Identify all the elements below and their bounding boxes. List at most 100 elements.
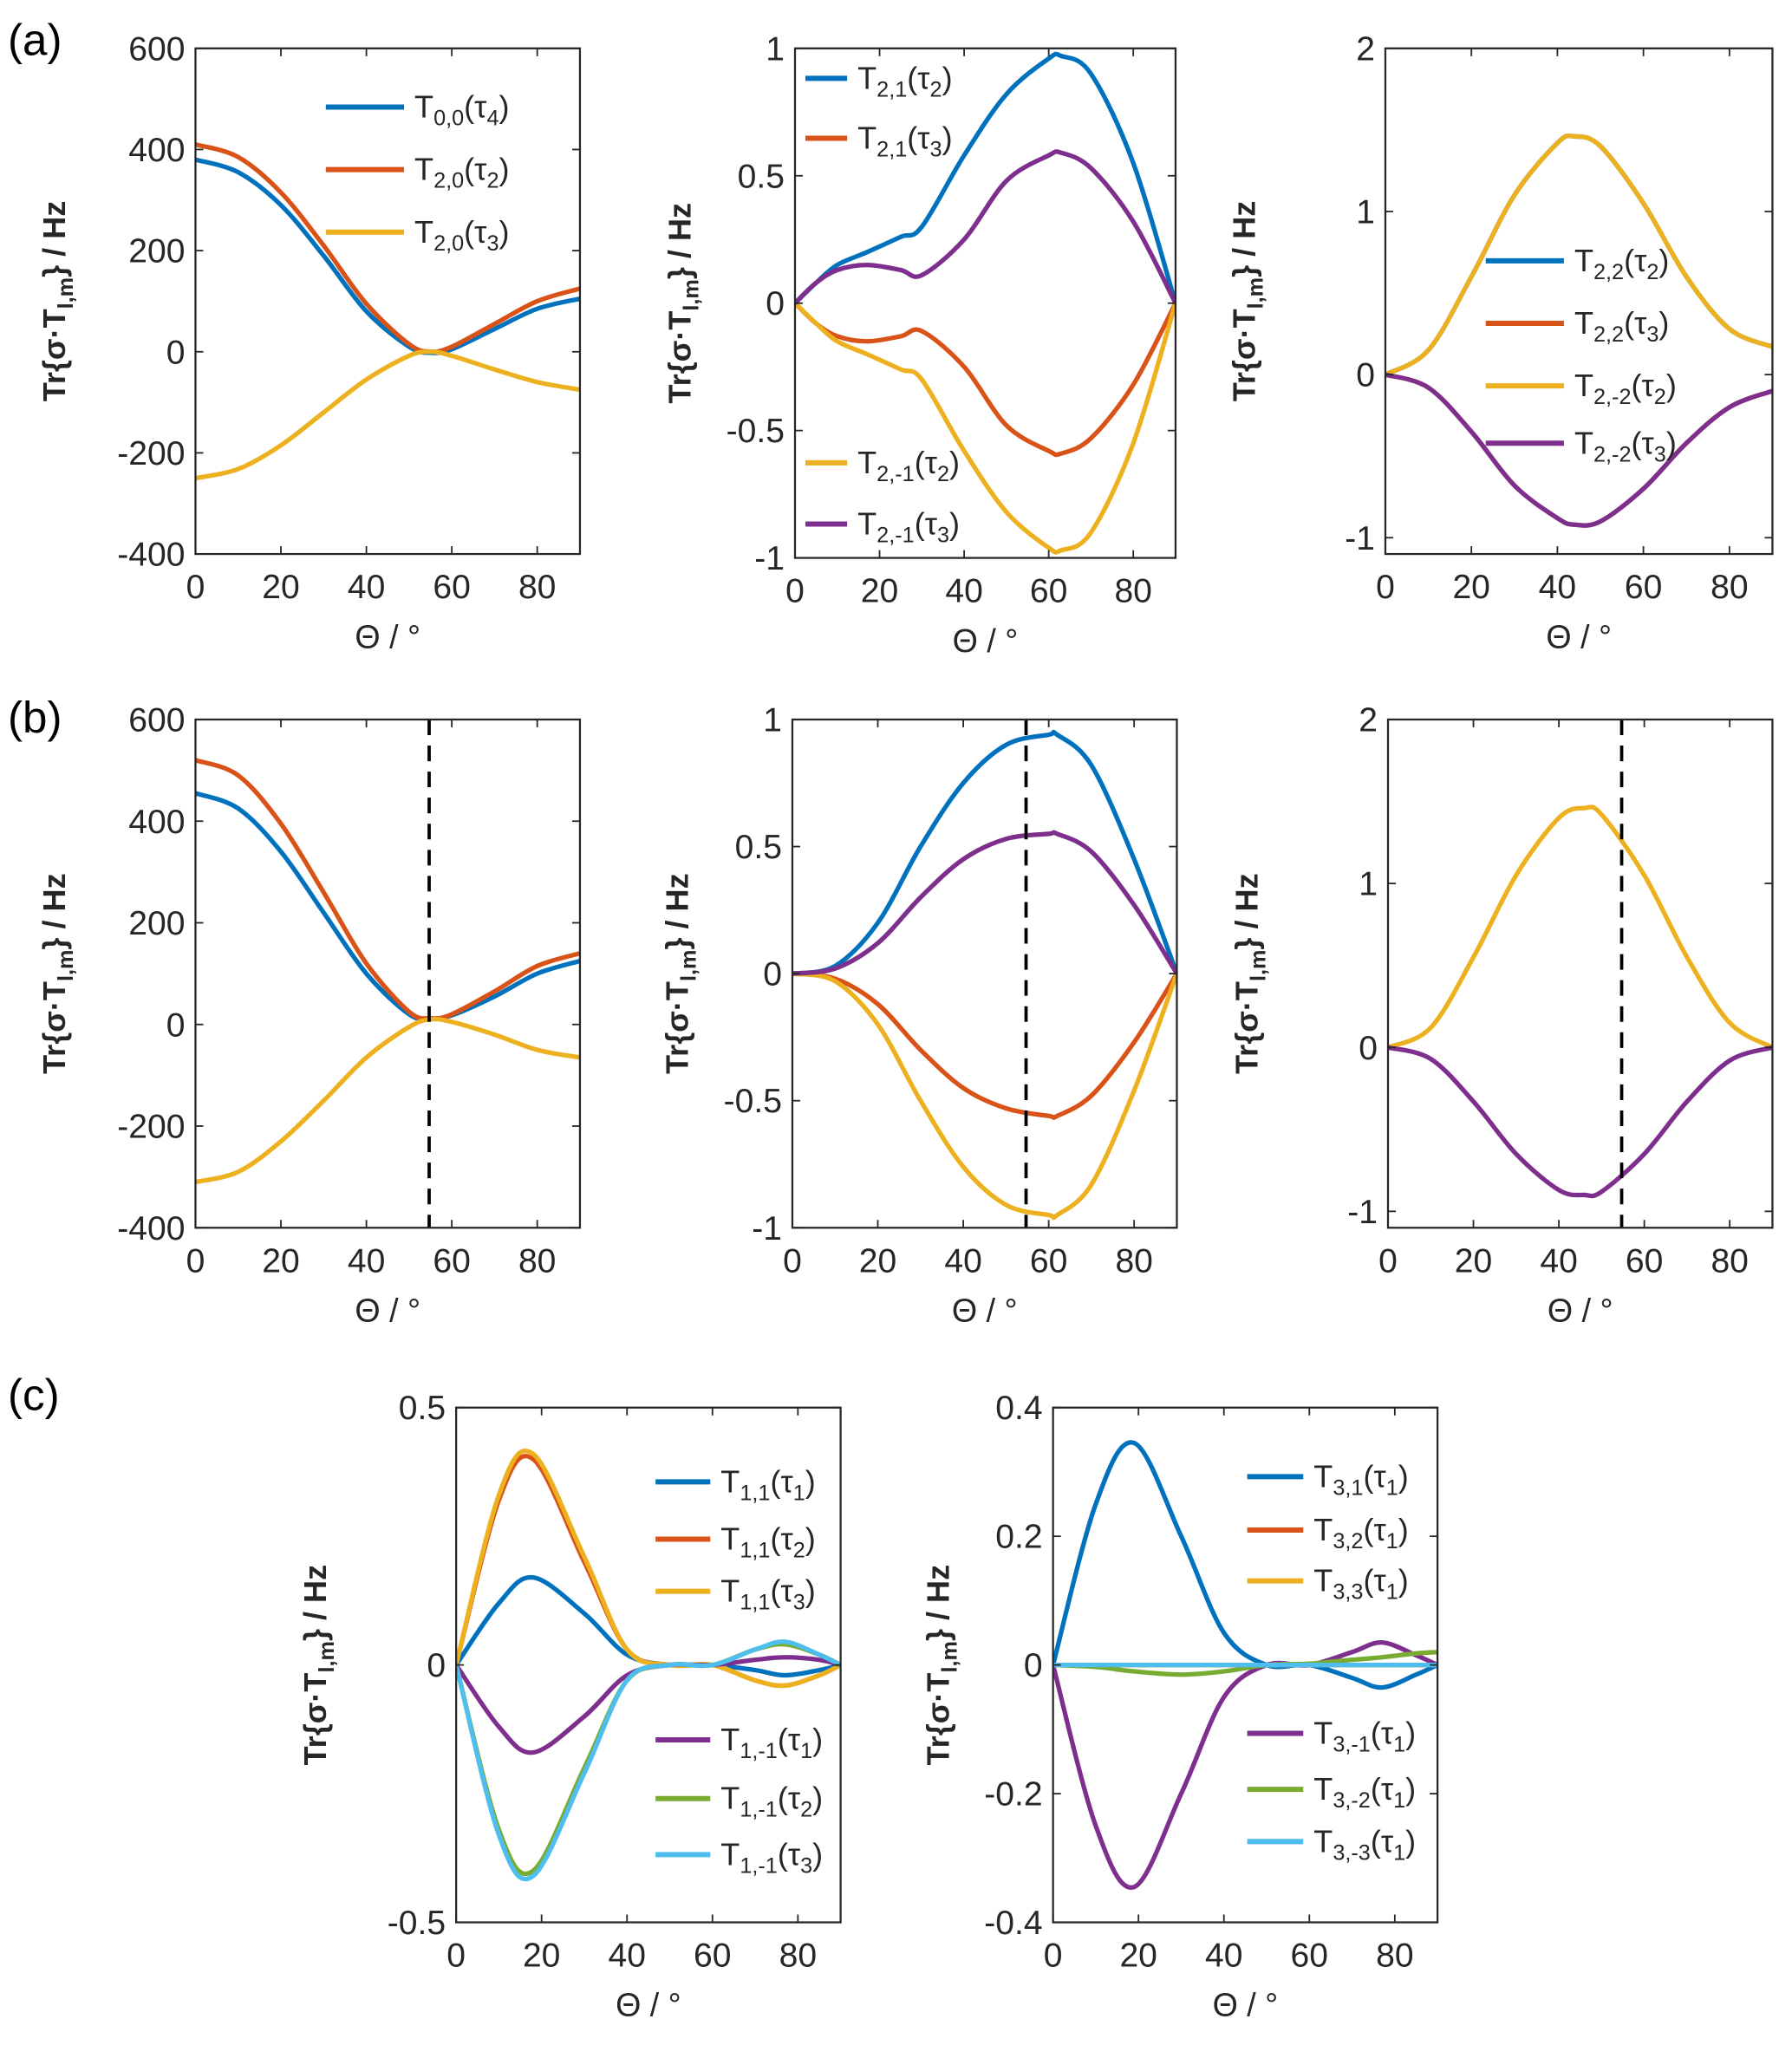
y-tick-label: -0.5 bbox=[724, 1083, 782, 1120]
text-part: (τ bbox=[778, 1836, 800, 1872]
x-tick-label: 40 bbox=[609, 1938, 646, 1975]
axes-box bbox=[1384, 47, 1774, 556]
y-tick-label: 0 bbox=[763, 956, 782, 993]
text-part: (τ bbox=[907, 120, 929, 156]
x-tick-label: 80 bbox=[1711, 569, 1748, 606]
legend-label: T2,-1(τ2) bbox=[857, 445, 960, 486]
series-line-2 bbox=[794, 301, 1176, 555]
text-part: ) bbox=[499, 214, 509, 250]
legend-label: T1,-1(τ3) bbox=[720, 1836, 823, 1878]
x-tick-label: 0 bbox=[785, 573, 805, 610]
text-part: (τ bbox=[1371, 1716, 1393, 1751]
y-tick-label: -200 bbox=[117, 435, 185, 472]
text-part: T bbox=[414, 214, 433, 250]
text-part: Tr{σ·T bbox=[297, 1673, 333, 1766]
y-tick-label: 0.2 bbox=[995, 1519, 1042, 1556]
x-tick-label: 80 bbox=[1376, 1938, 1413, 1975]
series-line-0 bbox=[1052, 1440, 1438, 1690]
text-part: T bbox=[1574, 368, 1593, 403]
series-line-2 bbox=[456, 1449, 841, 1689]
series-line-0 bbox=[195, 157, 580, 355]
text-part: Tr{σ·T bbox=[1229, 981, 1265, 1074]
text-part: (τ bbox=[464, 152, 486, 187]
y-axis-label: Tr{σ·Tl,m} / Hz bbox=[660, 873, 701, 1073]
y-tick-label: -400 bbox=[117, 537, 185, 574]
text-part: (τ bbox=[907, 60, 929, 95]
subscript: 2 bbox=[793, 1538, 805, 1562]
subplot-a2: 0 20 40 60 80 -1 -0.5 0 0.5 1 Θ / ° Tr{σ·Tl,m} / Hz… bbox=[662, 30, 1177, 659]
text-part: T bbox=[1313, 1771, 1333, 1807]
text-part: ) bbox=[942, 120, 953, 156]
subscript: 2,1 bbox=[876, 137, 907, 161]
x-tick-label: 40 bbox=[945, 573, 982, 610]
subscript: 3 bbox=[486, 231, 499, 256]
text-part: T bbox=[720, 1781, 740, 1816]
y-tick-label: 200 bbox=[128, 905, 185, 942]
y-tick-label: 0 bbox=[427, 1647, 446, 1684]
text-part: ) bbox=[1666, 368, 1677, 403]
subscript: 3,-3 bbox=[1333, 1840, 1371, 1865]
text-part: T bbox=[857, 506, 876, 542]
x-tick-label: 20 bbox=[262, 569, 299, 606]
subscript: 1,1 bbox=[740, 1481, 770, 1505]
axes-box bbox=[194, 47, 582, 556]
legend: T2,2(τ2)T2,2(τ3)T2,-2(τ2)T2,-2(τ3) bbox=[1485, 243, 1677, 466]
legend-label: T1,-1(τ1) bbox=[720, 1722, 823, 1763]
text-part: T bbox=[720, 1722, 740, 1757]
subscript: 2,-2 bbox=[1593, 385, 1632, 409]
series-line-2 bbox=[195, 349, 580, 481]
text-part: (τ bbox=[1371, 1771, 1393, 1807]
subscript: l,m bbox=[937, 1641, 961, 1672]
text-part: (τ bbox=[1624, 243, 1646, 278]
x-tick-label: 0 bbox=[186, 1242, 205, 1280]
series-line-1 bbox=[1387, 1045, 1773, 1199]
x-tick-label: 60 bbox=[1625, 569, 1662, 606]
axes-box bbox=[194, 718, 582, 1229]
text-part: Tr{σ·T bbox=[660, 981, 695, 1074]
text-part: (τ bbox=[915, 445, 937, 480]
x-axis-label: Θ / ° bbox=[355, 1293, 420, 1329]
subscript: 3 bbox=[1646, 322, 1658, 347]
text-part: ) bbox=[1666, 425, 1677, 460]
series-line-3 bbox=[1052, 1640, 1438, 1890]
subscript: 3 bbox=[800, 1853, 812, 1878]
series-line-0 bbox=[1387, 804, 1773, 1050]
y-tick-label: 0.5 bbox=[738, 158, 785, 195]
text-part: ) bbox=[805, 1573, 816, 1609]
y-tick-label: -0.4 bbox=[984, 1905, 1042, 1942]
text-part: (τ bbox=[770, 1463, 792, 1499]
subscript: 2,2 bbox=[1593, 322, 1624, 347]
x-tick-label: 20 bbox=[859, 1242, 896, 1280]
x-tick-label: 0 bbox=[1044, 1938, 1063, 1975]
text-part: ) bbox=[805, 1463, 816, 1499]
y-axis-label: Tr{σ·Tl,m} / Hz bbox=[297, 1565, 339, 1765]
y-tick-label: -0.5 bbox=[727, 413, 785, 450]
y-axis-label: Tr{σ·Tl,m} / Hz bbox=[36, 201, 78, 401]
x-axis-label: Θ / ° bbox=[952, 1293, 1018, 1329]
x-tick-label: 80 bbox=[1114, 573, 1151, 610]
subscript: 4 bbox=[486, 106, 499, 130]
x-tick-label: 80 bbox=[518, 569, 556, 606]
text-part: T bbox=[720, 1463, 740, 1499]
text-part: ) bbox=[812, 1781, 823, 1816]
text-part: T bbox=[1313, 1512, 1333, 1547]
subscript: 1 bbox=[1386, 1579, 1398, 1604]
subscript: 2,-1 bbox=[876, 523, 915, 547]
legend-label: T2,2(τ2) bbox=[1574, 243, 1669, 284]
legend-label: T1,-1(τ2) bbox=[720, 1781, 823, 1822]
y-tick-label: 0 bbox=[1359, 1030, 1378, 1067]
legend: T0,0(τ4)T2,0(τ2)T2,0(τ3) bbox=[325, 88, 510, 256]
x-axis-label: Θ / ° bbox=[355, 618, 420, 655]
text-part: (τ bbox=[1363, 1458, 1385, 1494]
subscript: 2 bbox=[937, 462, 949, 486]
y-tick-label: 1 bbox=[1356, 193, 1375, 231]
y-tick-label: 0 bbox=[166, 334, 186, 371]
x-tick-label: 60 bbox=[1626, 1242, 1663, 1280]
subscript: 1 bbox=[1393, 1788, 1405, 1813]
x-tick-label: 20 bbox=[861, 573, 898, 610]
text-part: ) bbox=[1398, 1512, 1409, 1547]
x-tick-label: 40 bbox=[348, 569, 385, 606]
subplot-c1: 0 20 40 60 80-0.500.5Θ / °Tr{σ·Tl,m} / HzT1,… bbox=[297, 1390, 842, 2023]
